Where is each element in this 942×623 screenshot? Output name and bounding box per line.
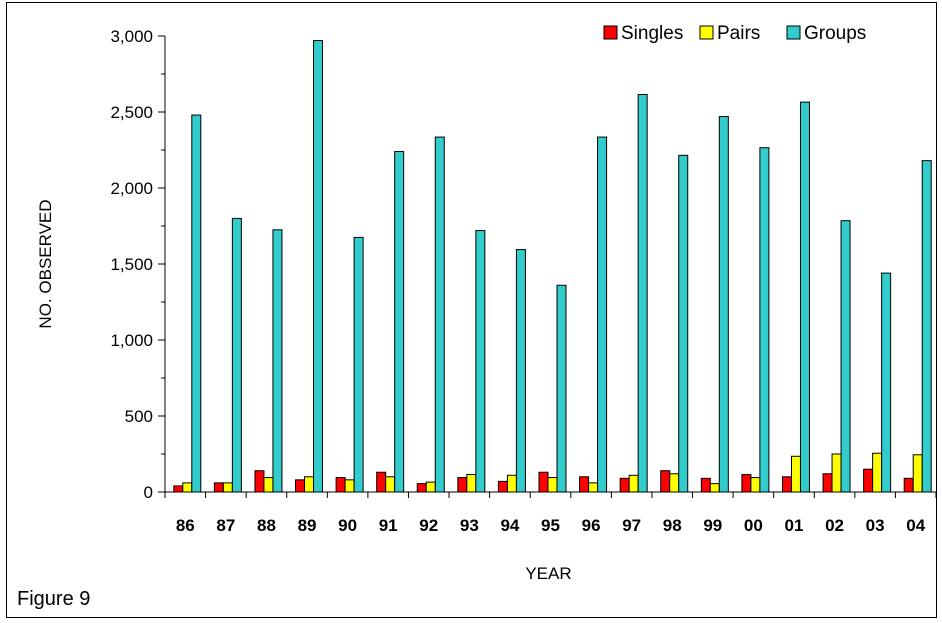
x-tick-label: 86 xyxy=(176,516,195,535)
y-tick-label: 2,000 xyxy=(110,179,153,198)
bar-singles-93 xyxy=(457,477,468,493)
legend-label-groups: Groups xyxy=(804,23,866,44)
bar-singles-02 xyxy=(822,473,833,493)
x-tick-label: 98 xyxy=(663,516,682,535)
bar-groups-92 xyxy=(434,136,445,493)
bar-pairs-90 xyxy=(344,479,355,493)
y-tick-label: 3,000 xyxy=(110,27,153,46)
bar-groups-86 xyxy=(191,114,202,493)
bar-pairs-01 xyxy=(790,455,801,493)
bar-groups-87 xyxy=(231,217,242,493)
y-tick-label: 0 xyxy=(144,483,153,502)
bar-singles-98 xyxy=(660,470,671,493)
x-axis-title: YEAR xyxy=(525,564,571,583)
legend: Singles Pairs Groups xyxy=(603,23,866,44)
bar-singles-01 xyxy=(781,476,792,493)
bar-singles-99 xyxy=(700,477,711,493)
bars xyxy=(173,40,932,493)
x-tick-label: 87 xyxy=(216,516,235,535)
bar-groups-94 xyxy=(515,249,526,493)
bar-groups-88 xyxy=(272,229,283,493)
bar-groups-02 xyxy=(840,220,851,493)
x-tick-label: 01 xyxy=(785,516,804,535)
bar-pairs-00 xyxy=(750,477,761,493)
bar-groups-04 xyxy=(921,160,932,493)
bar-pairs-02 xyxy=(831,453,842,493)
bar-groups-96 xyxy=(597,136,608,493)
bar-singles-00 xyxy=(741,474,752,493)
bar-groups-98 xyxy=(678,154,689,493)
bar-groups-90 xyxy=(353,236,364,493)
bar-singles-97 xyxy=(619,477,630,493)
legend-swatch-groups xyxy=(786,25,801,40)
x-tick-label: 94 xyxy=(500,516,519,535)
x-tick-label: 99 xyxy=(703,516,722,535)
bar-pairs-95 xyxy=(547,477,558,493)
x-tick-label: 00 xyxy=(744,516,763,535)
bar-groups-95 xyxy=(556,284,567,493)
bar-pairs-93 xyxy=(466,474,477,493)
bar-groups-97 xyxy=(637,94,648,493)
labels: 0 500 1,000 1,500 2,000 2,500 3,000 86 87 88 89 90 9… xyxy=(110,27,925,535)
x-tick-label: 90 xyxy=(338,516,357,535)
bar-groups-00 xyxy=(759,147,770,493)
bar-singles-88 xyxy=(254,470,265,493)
x-tick-label: 04 xyxy=(906,516,925,535)
bar-pairs-86 xyxy=(182,482,193,493)
y-tick-label: 500 xyxy=(125,407,153,426)
x-tick-label: 92 xyxy=(419,516,438,535)
x-tick-label: 02 xyxy=(825,516,844,535)
bar-pairs-96 xyxy=(588,482,599,493)
bar-singles-89 xyxy=(295,479,306,493)
x-tick-label: 91 xyxy=(379,516,398,535)
x-tick-label: 03 xyxy=(866,516,885,535)
bar-groups-01 xyxy=(799,101,810,493)
bar-singles-95 xyxy=(538,471,549,493)
bar-groups-99 xyxy=(718,116,729,493)
y-tick-label: 2,500 xyxy=(110,103,153,122)
bar-pairs-03 xyxy=(872,452,883,493)
figure-frame: 0 500 1,000 1,500 2,000 2,500 3,000 86 87 88 89 90 9… xyxy=(6,2,937,618)
bar-singles-94 xyxy=(497,480,508,493)
bar-chart: 0 500 1,000 1,500 2,000 2,500 3,000 86 87 88 89 90 9… xyxy=(36,23,936,583)
bar-groups-91 xyxy=(394,151,405,493)
legend-swatch-pairs xyxy=(699,25,714,40)
bar-singles-90 xyxy=(335,477,346,493)
y-axis-title: NO. OBSERVED xyxy=(36,199,55,328)
x-tick-label: 93 xyxy=(460,516,479,535)
bar-pairs-94 xyxy=(506,474,517,493)
bar-singles-91 xyxy=(376,471,387,493)
y-tick-label: 1,500 xyxy=(110,255,153,274)
bar-singles-04 xyxy=(903,477,914,493)
legend-label-singles: Singles xyxy=(621,23,683,44)
figure-caption: Figure 9 xyxy=(17,588,91,610)
bar-pairs-97 xyxy=(628,474,639,493)
bar-singles-96 xyxy=(579,476,590,493)
bar-singles-87 xyxy=(213,482,224,493)
bar-singles-92 xyxy=(416,483,427,493)
bar-pairs-92 xyxy=(425,481,436,493)
legend-swatch-singles xyxy=(603,25,618,40)
bar-groups-89 xyxy=(313,40,324,493)
bar-pairs-87 xyxy=(222,482,233,493)
bar-pairs-98 xyxy=(669,473,680,493)
bar-pairs-91 xyxy=(385,476,396,493)
bar-pairs-88 xyxy=(263,477,274,493)
bar-groups-93 xyxy=(475,230,486,493)
x-tick-label: 96 xyxy=(582,516,601,535)
y-tick-label: 1,000 xyxy=(110,331,153,350)
bar-pairs-89 xyxy=(304,476,315,493)
bar-groups-03 xyxy=(881,272,892,493)
x-tick-label: 88 xyxy=(257,516,276,535)
bar-pairs-99 xyxy=(709,483,720,493)
x-tick-label: 95 xyxy=(541,516,560,535)
bar-singles-03 xyxy=(863,468,874,493)
bar-pairs-04 xyxy=(912,454,923,493)
x-tick-label: 97 xyxy=(622,516,641,535)
x-tick-label: 89 xyxy=(298,516,317,535)
bar-singles-86 xyxy=(173,485,184,493)
legend-label-pairs: Pairs xyxy=(717,23,760,44)
